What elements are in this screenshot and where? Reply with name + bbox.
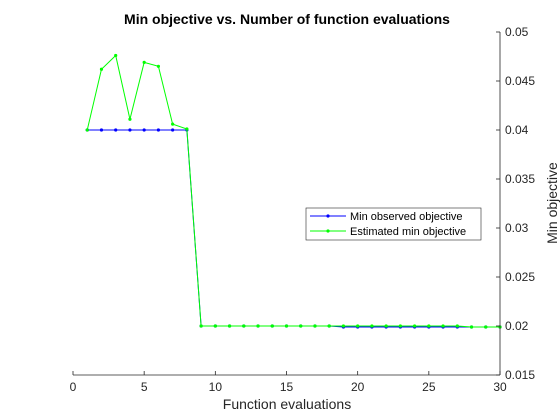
data-point-estimated-min [299,324,303,328]
legend-box [305,207,482,241]
y-tick-label: 0.025 [505,270,535,284]
data-point-min-observed [156,128,160,132]
data-point-estimated-min [313,324,317,328]
data-point-estimated-min [128,117,132,121]
y-tick-label: 0.02 [505,319,529,333]
y-tick-label: 0.05 [505,25,529,39]
data-point-estimated-min [256,324,260,328]
y-tick-label: 0.03 [505,221,529,235]
data-point-estimated-min [85,128,89,132]
data-point-estimated-min [398,324,402,328]
data-point-min-observed [142,128,146,132]
legend: Min observed objective Estimated min obj… [305,207,482,241]
chart-title: Min objective vs. Number of function eva… [124,11,450,27]
y-tick-label: 0.015 [505,368,535,382]
data-point-estimated-min [413,324,417,328]
data-point-estimated-min [284,324,289,328]
data-point-estimated-min [171,122,175,126]
data-point-estimated-min [327,324,331,328]
series-line-estimated-min [86,54,500,328]
y-tick-label: 0.035 [505,172,535,186]
data-point-estimated-min [341,324,346,328]
data-point-estimated-min [484,325,488,329]
data-point-estimated-min [242,324,246,328]
legend-label-min-observed: Min observed objective [350,211,463,223]
data-point-estimated-min [142,60,146,64]
axes-layer: 0 5 10 15 20 25 300.015 0.02 0.025 0.03 0.035 0.04 0… [70,25,536,394]
x-tick-label: 10 [209,380,223,394]
plot-area [73,32,500,375]
x-tick-label: 25 [422,380,436,394]
data-point-estimated-min [213,324,217,328]
legend-marker-estimated-min [326,229,330,233]
data-point-min-observed [99,128,104,132]
series-layer [85,53,502,329]
data-point-estimated-min [441,324,445,328]
data-point-estimated-min [156,64,160,68]
data-point-min-observed [171,128,175,132]
data-point-estimated-min [370,324,374,328]
x-tick-label: 30 [493,380,507,394]
x-axis-title: Function evaluations [223,396,351,412]
data-point-estimated-min [427,324,431,328]
data-point-estimated-min [270,324,274,328]
x-tick-label: 15 [280,380,294,394]
data-point-estimated-min [469,325,474,329]
data-point-estimated-min [356,324,360,328]
y-tick-label: 0.045 [505,74,535,88]
x-tick-label: 5 [141,380,148,394]
data-point-min-observed [128,128,132,132]
y-axis-title: Min objective [544,162,560,244]
data-point-estimated-min [99,67,104,71]
y-tick-label: 0.04 [505,123,529,137]
data-point-estimated-min [455,324,459,328]
legend-marker-min-observed [326,214,330,218]
x-tick-label: 20 [351,380,365,394]
data-point-estimated-min [185,127,189,131]
data-point-min-observed [114,128,118,132]
data-point-estimated-min [384,324,388,328]
data-point-estimated-min [114,53,118,58]
x-tick-label: 0 [70,380,77,394]
legend-label-estimated-min: Estimated min objective [350,226,466,238]
data-point-estimated-min [199,324,203,328]
data-point-estimated-min [227,324,232,328]
